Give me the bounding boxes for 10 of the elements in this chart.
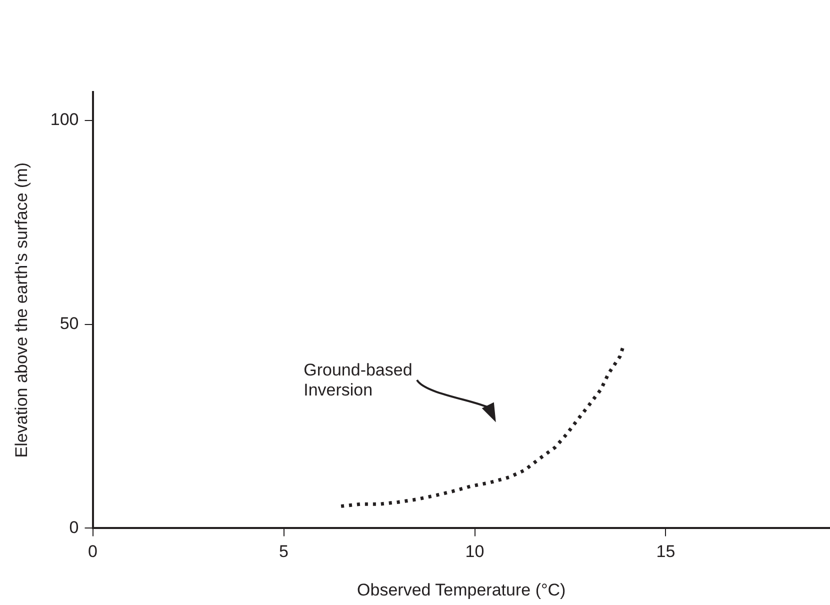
y-tick-label: 50 <box>60 314 79 334</box>
y-axis-title: Elevation above the earth's surface (m) <box>12 162 31 458</box>
x-axis-title: Observed Temperature (°C) <box>357 580 566 600</box>
annotation: Ground-based Inversion <box>304 360 412 400</box>
x-tick-label: 5 <box>279 542 288 562</box>
x-tick-label: 15 <box>656 542 676 562</box>
y-tick-label: 100 <box>50 110 79 130</box>
x-tick-label: 10 <box>465 542 484 562</box>
x-tick-label: 0 <box>88 542 98 562</box>
y-tick-label: 0 <box>69 518 79 537</box>
